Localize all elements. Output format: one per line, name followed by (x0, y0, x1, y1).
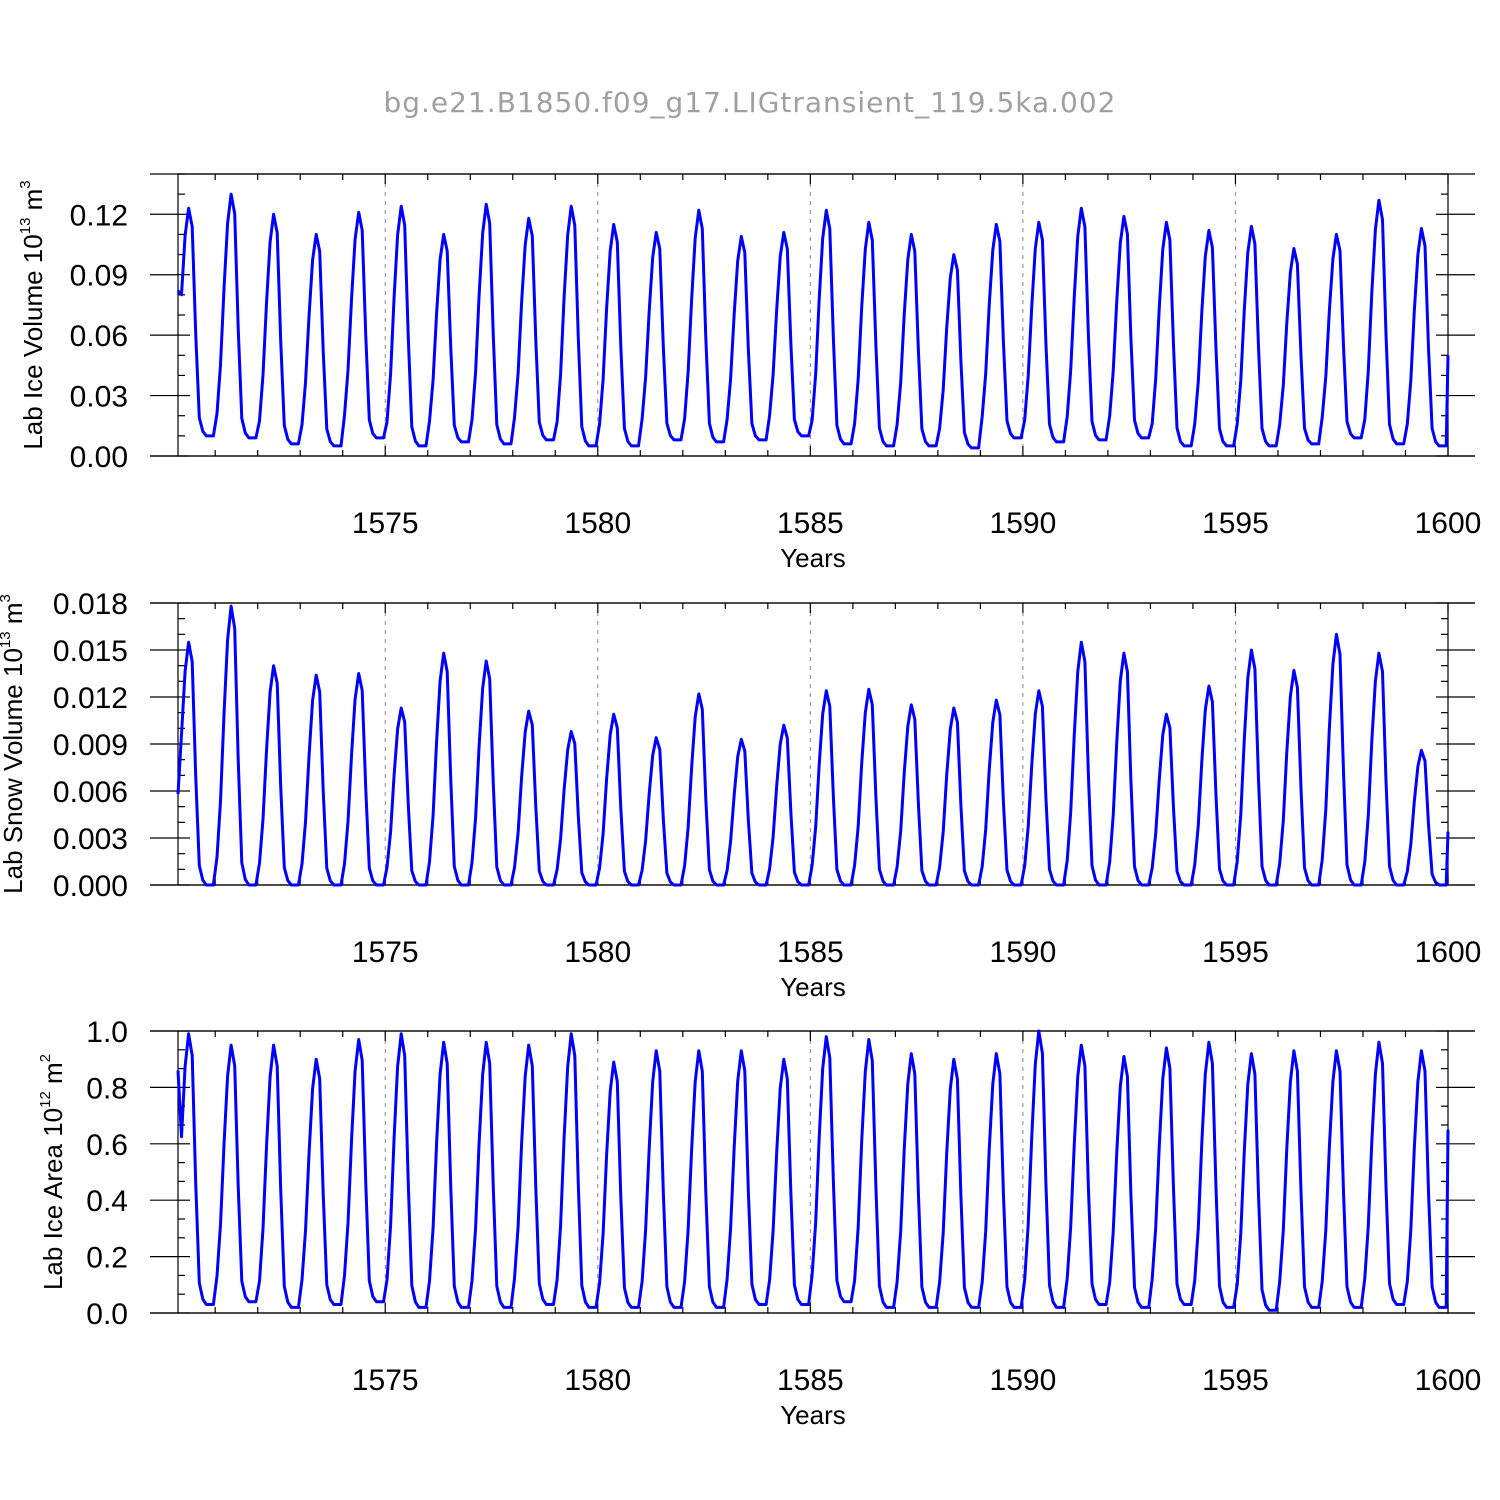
panel-ice-volume: 1575 1580 1585 1590 1595 1600 Years 0.00 0.03 0.0… (17, 173, 1482, 573)
x-tick-label: 1585 (777, 507, 844, 540)
series-line (176, 1029, 1450, 1312)
x-tick-label: 1575 (352, 1364, 419, 1397)
x-tick-label: 1595 (1202, 1364, 1269, 1397)
panel-ice-area: 1575 1580 1585 1590 1595 1600 Years 0.0 0.2 0.4 0.… (37, 1016, 1481, 1430)
y-tick-label: 0.4 (86, 1185, 128, 1218)
x-tick-label: 1590 (990, 936, 1057, 969)
x-axis-label: Years (780, 1400, 846, 1430)
y-tick-label: 0.00 (70, 441, 128, 474)
y-tick-label: 0.6 (86, 1129, 128, 1162)
y-tick-label: 1.0 (86, 1016, 128, 1049)
x-tick-label: 1590 (990, 1364, 1057, 1397)
panel-snow-volume: 1575 1580 1585 1590 1595 1600 Years 0.000 0.003 0… (0, 588, 1481, 1002)
y-tick-label: 0.006 (53, 776, 128, 809)
chart-title: bg.e21.B1850.f09_g17.LIGtransient_119.5k… (383, 86, 1116, 119)
y-tick-label: 0.009 (53, 729, 128, 762)
x-axis-label: Years (780, 543, 846, 573)
y-tick-label: 0.09 (70, 260, 128, 293)
y-axis-label: Lab Snow Volume 1013 m3 (0, 594, 28, 894)
y-axis-label: Lab Ice Area 1012 m2 (37, 1054, 68, 1290)
y-axis-label: Lab Ice Volume 1013 m3 (17, 180, 48, 449)
x-tick-label: 1595 (1202, 507, 1269, 540)
x-tick-label: 1580 (564, 507, 631, 540)
y-tick-label: 0.015 (53, 635, 128, 668)
x-tick-label: 1600 (1415, 507, 1482, 540)
series-line (176, 192, 1450, 450)
x-tick-label: 1600 (1415, 1364, 1482, 1397)
x-tick-label: 1590 (990, 507, 1057, 540)
x-tick-label: 1580 (564, 1364, 631, 1397)
y-tick-label: 0.06 (70, 320, 128, 353)
x-axis-label: Years (780, 972, 846, 1002)
y-tick-label: 0.03 (70, 381, 128, 414)
x-tick-label: 1595 (1202, 936, 1269, 969)
y-tick-label: 0.12 (70, 199, 128, 232)
series-line (176, 604, 1450, 887)
x-tick-label: 1575 (352, 507, 419, 540)
x-tick-label: 1575 (352, 936, 419, 969)
x-tick-label: 1585 (777, 936, 844, 969)
x-tick-label: 1585 (777, 1364, 844, 1397)
x-tick-label: 1600 (1415, 936, 1482, 969)
y-tick-label: 0.2 (86, 1242, 128, 1275)
y-tick-label: 0.0 (86, 1298, 128, 1331)
y-tick-label: 0.012 (53, 682, 128, 715)
y-tick-label: 0.018 (53, 588, 128, 621)
y-tick-label: 0.000 (53, 870, 128, 903)
y-tick-label: 0.8 (86, 1072, 128, 1105)
y-tick-label: 0.003 (53, 823, 128, 856)
x-tick-label: 1580 (564, 936, 631, 969)
